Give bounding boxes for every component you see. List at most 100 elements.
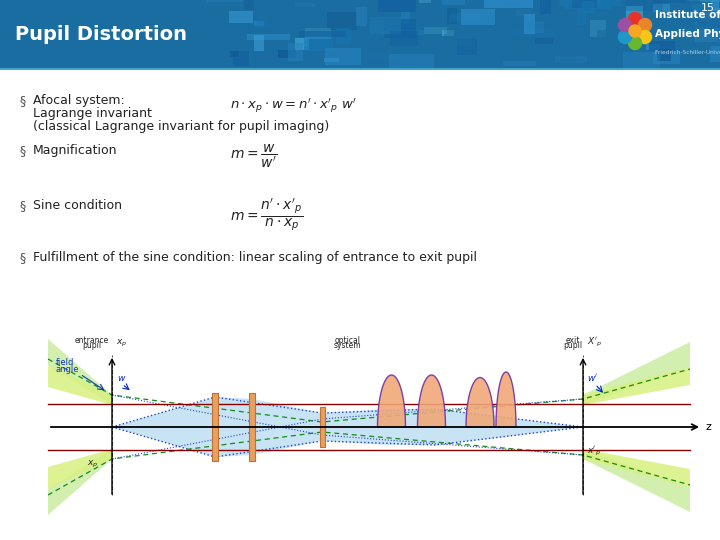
Bar xyxy=(649,41,675,51)
Bar xyxy=(43,342,700,510)
Text: $x_p$: $x_p$ xyxy=(116,338,127,349)
Text: Friedrich-Schiller-Universität Jena: Friedrich-Schiller-Universität Jena xyxy=(655,50,720,55)
Polygon shape xyxy=(48,339,112,405)
Circle shape xyxy=(629,12,642,25)
Bar xyxy=(597,30,628,47)
Bar xyxy=(229,11,253,23)
Bar xyxy=(289,43,302,61)
Bar xyxy=(711,0,719,11)
Text: §: § xyxy=(20,144,26,157)
Bar xyxy=(539,0,551,14)
Polygon shape xyxy=(48,449,112,515)
Text: $x_p$: $x_p$ xyxy=(86,459,98,470)
Bar xyxy=(572,0,597,9)
Bar xyxy=(279,50,296,58)
Bar xyxy=(559,0,598,6)
Polygon shape xyxy=(466,372,516,427)
Bar xyxy=(516,9,531,16)
Bar xyxy=(692,4,719,19)
Bar xyxy=(603,57,646,64)
Bar xyxy=(503,61,536,66)
Text: Applied Physics: Applied Physics xyxy=(655,29,720,38)
Bar xyxy=(449,14,479,22)
Bar xyxy=(626,0,662,10)
Circle shape xyxy=(639,18,652,31)
Bar xyxy=(714,8,720,15)
Bar xyxy=(356,6,367,26)
Bar xyxy=(249,393,255,461)
Bar xyxy=(0,0,720,70)
Text: 15: 15 xyxy=(701,3,715,13)
Circle shape xyxy=(618,30,631,44)
Text: Magnification: Magnification xyxy=(33,144,117,157)
Text: $w$: $w$ xyxy=(117,374,127,383)
Bar xyxy=(564,1,611,9)
Text: §: § xyxy=(20,199,26,212)
Bar xyxy=(560,58,576,67)
Bar xyxy=(324,58,339,62)
Bar xyxy=(678,25,716,30)
Bar xyxy=(378,0,416,12)
Polygon shape xyxy=(583,449,690,487)
Bar xyxy=(653,51,680,64)
Bar xyxy=(534,38,553,44)
Text: $X'_p$: $X'_p$ xyxy=(587,336,602,349)
Polygon shape xyxy=(583,367,690,405)
Bar xyxy=(294,38,309,50)
Text: Pupil Distortion: Pupil Distortion xyxy=(15,25,187,44)
Circle shape xyxy=(639,30,652,44)
Bar xyxy=(503,1,520,6)
Bar xyxy=(233,51,249,66)
Bar xyxy=(0,68,720,70)
Text: system: system xyxy=(333,341,361,350)
Bar xyxy=(577,8,586,25)
Polygon shape xyxy=(377,375,446,427)
Bar xyxy=(419,0,431,3)
Bar xyxy=(212,393,218,461)
Bar xyxy=(400,12,410,23)
Circle shape xyxy=(618,18,631,31)
Bar xyxy=(382,30,423,35)
Text: $n \cdot x_p \cdot w = n' \cdot x'_p\ w'$: $n \cdot x_p \cdot w = n' \cdot x'_p\ w'… xyxy=(230,97,357,116)
Bar xyxy=(305,29,331,39)
Bar xyxy=(320,407,325,447)
Bar xyxy=(696,22,720,42)
Bar xyxy=(254,21,264,25)
Bar xyxy=(595,0,622,6)
Bar xyxy=(336,28,351,44)
Text: Institute of: Institute of xyxy=(655,10,720,21)
Bar xyxy=(207,0,243,2)
Bar xyxy=(230,51,239,57)
Bar xyxy=(688,0,720,1)
Text: §: § xyxy=(20,94,26,107)
Bar xyxy=(717,27,720,40)
Circle shape xyxy=(629,37,642,50)
Text: $x'_p$: $x'_p$ xyxy=(587,445,600,458)
Bar xyxy=(327,12,357,30)
Polygon shape xyxy=(48,449,112,489)
Bar xyxy=(254,35,264,51)
Text: pupil: pupil xyxy=(82,341,102,350)
Bar xyxy=(325,49,361,65)
Bar xyxy=(462,9,495,25)
Bar xyxy=(295,38,307,46)
Bar xyxy=(243,0,254,10)
Text: angle: angle xyxy=(56,365,79,374)
Bar xyxy=(442,30,454,36)
Polygon shape xyxy=(112,397,583,457)
Text: exit: exit xyxy=(566,336,580,345)
Polygon shape xyxy=(48,365,112,405)
Bar xyxy=(697,22,720,28)
Bar xyxy=(647,44,660,50)
Bar xyxy=(304,33,333,51)
Bar xyxy=(527,22,544,33)
Bar xyxy=(710,45,720,62)
Bar xyxy=(424,27,446,34)
Circle shape xyxy=(629,25,641,37)
Text: Fulfillment of the sine condition: linear scaling of entrance to exit pupil: Fulfillment of the sine condition: linea… xyxy=(33,251,477,264)
Polygon shape xyxy=(583,342,690,405)
Bar xyxy=(384,19,416,38)
Bar xyxy=(389,55,433,68)
Bar xyxy=(299,31,346,37)
Polygon shape xyxy=(583,449,690,512)
